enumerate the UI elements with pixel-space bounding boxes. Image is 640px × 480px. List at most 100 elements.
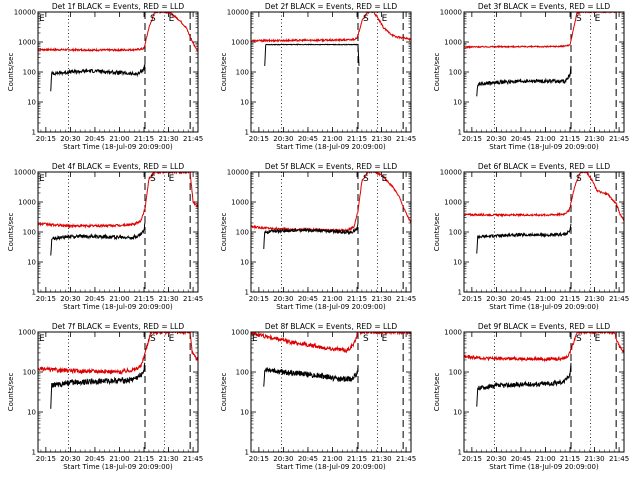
phase-marker-label: S [150,174,156,184]
y-axis-label: Counts/sec [433,53,441,92]
x-tick-label: 21:45 [183,135,203,143]
x-axis-label: Start Time (18-Jul-09 20:09:00) [489,303,599,311]
lld-series-line [38,332,198,376]
x-tick-label: 21:00 [322,295,342,303]
x-tick-label: 20:15 [462,455,482,463]
x-tick-label: 20:45 [85,295,105,303]
y-tick-label: 1000 [231,39,249,47]
panel-det-6f: Det 6f BLACK = Events, RED = LLD 1 10 100 10… [433,162,629,311]
x-tick-label: 21:15 [347,295,367,303]
panel-title: Det 3f BLACK = Events, RED = LLD [478,2,611,11]
panel-det-4f: Det 4f BLACK = Events, RED = LLD 1 10 100 10… [7,162,203,311]
x-axis-label: Start Time (18-Jul-09 20:09:00) [489,463,599,471]
y-tick-label: 1000 [231,199,249,207]
y-tick-label: 10000 [440,9,462,17]
events-series-line [476,362,572,407]
lld-series-line [251,12,411,44]
x-axis-label: Start Time (18-Jul-09 20:09:00) [63,143,173,151]
y-tick-label: 1000 [444,199,462,207]
x-tick-label: 20:45 [85,455,105,463]
panel-det-8f: Det 8f BLACK = Events, RED = LLD 1 10 100 10… [220,322,416,471]
y-tick-label: 10 [240,259,249,267]
phase-marker-label: S [576,334,582,344]
y-tick-label: 100 [449,229,462,237]
x-axis-label: Start Time (18-Jul-09 20:09:00) [276,463,386,471]
events-series-line [50,62,146,92]
x-axis-label: Start Time (18-Jul-09 20:09:00) [63,303,173,311]
y-tick-label: 1000 [231,329,249,337]
phase-marker-label: S [576,14,582,24]
panel-det-2f: Det 2f BLACK = Events, RED = LLD 1 10 100 10… [220,2,416,151]
y-tick-label: 10 [240,99,249,107]
y-axis-label: Counts/sec [7,53,15,92]
x-tick-label: 21:15 [560,455,580,463]
y-tick-label: 10000 [14,9,36,17]
x-tick-label: 21:00 [535,295,555,303]
y-tick-label: 10 [453,259,462,267]
y-tick-label: 1 [245,448,249,456]
x-tick-label: 20:45 [511,295,531,303]
x-tick-label: 20:45 [85,135,105,143]
x-tick-label: 20:15 [462,295,482,303]
y-tick-label: 1000 [18,329,36,337]
panel-title: Det 5f BLACK = Events, RED = LLD [265,162,398,171]
y-tick-label: 10 [240,409,249,417]
x-tick-label: 20:30 [486,455,506,463]
x-tick-label: 20:15 [249,135,269,143]
y-tick-label: 1 [458,448,462,456]
x-tick-label: 21:00 [109,455,129,463]
x-tick-label: 20:45 [298,455,318,463]
lld-series-line [251,332,411,354]
y-tick-label: 10000 [440,169,462,177]
panel-title: Det 7f BLACK = Events, RED = LLD [52,322,185,331]
x-tick-label: 21:15 [134,135,154,143]
lld-series-line [38,12,198,53]
x-tick-label: 21:30 [584,455,604,463]
x-tick-label: 21:00 [535,135,555,143]
phase-marker-label: E [595,174,601,184]
x-tick-label: 21:45 [609,455,629,463]
y-tick-label: 1 [245,128,249,136]
x-tick-label: 21:30 [584,295,604,303]
y-tick-label: 100 [236,69,249,77]
plot-frame [463,11,625,133]
x-tick-label: 21:30 [584,135,604,143]
y-tick-label: 10 [27,409,36,417]
x-tick-label: 20:15 [249,295,269,303]
plot-frame [37,331,199,453]
panel-det-1f: Det 1f BLACK = Events, RED = LLD 1 10 100 10… [7,2,203,151]
y-tick-label: 10 [27,259,36,267]
x-tick-label: 21:45 [609,135,629,143]
x-tick-label: 21:30 [371,455,391,463]
panel-title: Det 8f BLACK = Events, RED = LLD [265,322,398,331]
x-tick-label: 21:30 [158,135,178,143]
x-tick-label: 21:00 [109,295,129,303]
phase-marker-label: S [576,174,582,184]
plot-frame [463,171,625,293]
y-tick-label: 100 [236,229,249,237]
x-tick-label: 20:30 [273,135,293,143]
x-tick-label: 20:30 [60,135,80,143]
events-series-line [476,223,572,254]
panel-det-5f: Det 5f BLACK = Events, RED = LLD 1 10 100 10… [220,162,416,311]
y-tick-label: 1 [458,128,462,136]
x-tick-label: 20:30 [486,295,506,303]
events-series-line [50,362,146,409]
phase-marker-label: S [150,334,156,344]
phase-marker-label: S [363,174,369,184]
y-tick-label: 1 [458,288,462,296]
phase-marker-label: E [169,14,175,24]
x-tick-label: 21:45 [396,295,416,303]
y-tick-label: 100 [23,69,36,77]
y-axis-label: Counts/sec [220,213,228,252]
panel-title: Det 6f BLACK = Events, RED = LLD [478,162,611,171]
x-tick-label: 21:00 [535,455,555,463]
x-tick-label: 20:45 [298,295,318,303]
y-axis-label: Counts/sec [433,213,441,252]
phase-marker-label: E [595,14,601,24]
x-tick-label: 20:45 [511,455,531,463]
x-tick-label: 21:45 [396,135,416,143]
y-tick-label: 100 [449,369,462,377]
y-tick-label: 10 [453,99,462,107]
phase-marker-label: S [363,334,369,344]
